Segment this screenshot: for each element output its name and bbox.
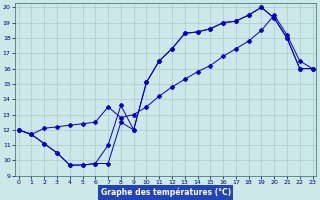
X-axis label: Graphe des températures (°C): Graphe des températures (°C) xyxy=(100,188,231,197)
